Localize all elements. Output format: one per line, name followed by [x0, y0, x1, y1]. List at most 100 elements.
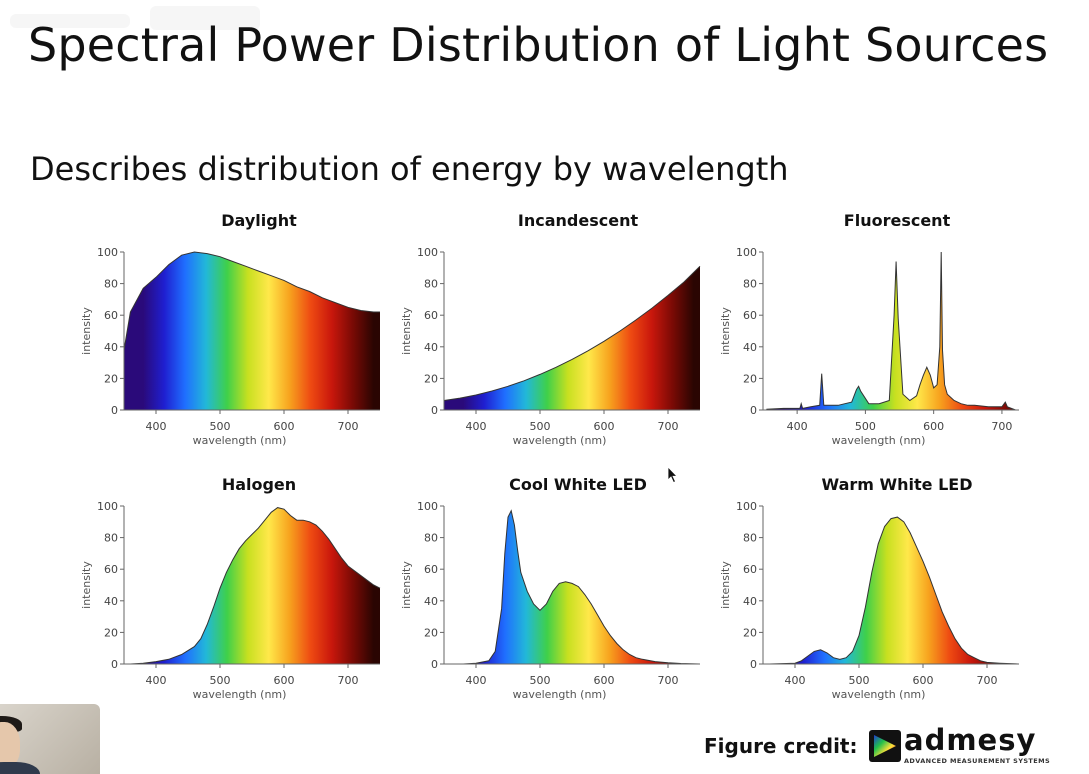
admesy-logo: admesy ADVANCED MEASUREMENT SYSTEMS — [868, 723, 1050, 767]
spectrum-line-halogen — [130, 507, 381, 665]
slide-subtitle: Describes distribution of energy by wave… — [30, 150, 789, 188]
x-tick-label: 500 — [210, 674, 231, 687]
x-tick-label: 700 — [991, 420, 1012, 433]
chart-incandescent: Incandescent 0 20 40 60 80 100 400 500 600 700 wave… — [400, 211, 701, 447]
admesy-logo-tagline: ADVANCED MEASUREMENT SYSTEMS — [904, 757, 1051, 765]
watermark-logo — [0, 0, 270, 42]
x-tick-label: 400 — [785, 674, 806, 687]
y-tick-label: 100 — [736, 500, 757, 513]
spectrum-area-incandescent — [444, 266, 700, 410]
y-tick-label: 40 — [104, 341, 118, 354]
x-tick-label: 600 — [913, 674, 934, 687]
y-tick-label: 0 — [750, 404, 757, 417]
x-tick-label: 500 — [530, 674, 551, 687]
chart-warm-white-led: Warm White LED 0 20 40 60 80 100 400 500 600 700 wa… — [719, 475, 1020, 701]
admesy-logo-icon — [869, 730, 901, 762]
x-tick-label: 700 — [977, 674, 998, 687]
x-tick-label: 700 — [338, 674, 359, 687]
y-axis-label-daylight: intensity — [80, 307, 93, 355]
spectrum-area-halogen — [130, 507, 380, 664]
y-tick-label: 0 — [111, 658, 118, 671]
y-tick-label: 80 — [424, 278, 438, 291]
x-tick-label: 600 — [594, 674, 615, 687]
y-tick-label: 20 — [743, 372, 757, 385]
webcam-overlay — [0, 704, 100, 774]
x-axis-label-warm-white-led: wavelength (nm) — [832, 688, 926, 701]
chart-daylight: Daylight 0 20 40 60 80 100 400 500 600 700 waveleng… — [80, 211, 380, 447]
chart-title-incandescent: Incandescent — [518, 211, 639, 230]
x-tick-label: 600 — [594, 420, 615, 433]
webcam-face — [0, 722, 20, 768]
mouse-cursor-icon — [667, 466, 678, 484]
spectrum-area-fluorescent — [766, 252, 1016, 410]
chart-title-daylight: Daylight — [221, 211, 297, 230]
x-tick-label: 400 — [146, 674, 167, 687]
chart-title-cool-white-led: Cool White LED — [509, 475, 647, 494]
figure-credit: Figure credit: — [704, 734, 858, 758]
y-tick-label: 60 — [104, 563, 118, 576]
chart-cool-white-led: Cool White LED 0 20 40 60 80 100 400 500 600 700 wa… — [400, 475, 701, 701]
y-tick-label: 100 — [97, 500, 118, 513]
spectrum-line-fluorescent — [766, 251, 1016, 411]
spectrum-line-warm-white-led — [769, 516, 1020, 665]
y-tick-label: 40 — [104, 595, 118, 608]
x-tick-label: 400 — [466, 420, 487, 433]
chart-title-fluorescent: Fluorescent — [844, 211, 951, 230]
admesy-logo-name: admesy — [904, 723, 1037, 757]
x-tick-label: 700 — [338, 420, 359, 433]
x-tick-label: 600 — [274, 420, 295, 433]
y-tick-label: 80 — [424, 532, 438, 545]
y-tick-label: 100 — [417, 246, 438, 259]
x-tick-label: 600 — [274, 674, 295, 687]
x-axis-label-daylight: wavelength (nm) — [193, 434, 287, 447]
y-tick-label: 0 — [431, 404, 438, 417]
x-tick-label: 400 — [787, 420, 808, 433]
chart-fluorescent: Fluorescent 0 20 40 60 80 100 400 500 600 700 wavel… — [719, 211, 1019, 447]
x-tick-label: 500 — [530, 420, 551, 433]
y-tick-label: 20 — [424, 626, 438, 639]
y-axis-label-warm-white-led: intensity — [719, 561, 732, 609]
y-tick-label: 0 — [111, 404, 118, 417]
y-tick-label: 40 — [743, 595, 757, 608]
x-axis-label-fluorescent: wavelength (nm) — [832, 434, 926, 447]
spectrum-area-daylight — [124, 252, 380, 410]
chart-halogen: Halogen 0 20 40 60 80 100 400 500 600 700 wavelengt… — [80, 475, 381, 701]
y-tick-label: 80 — [743, 532, 757, 545]
y-tick-label: 40 — [424, 341, 438, 354]
x-axis-label-incandescent: wavelength (nm) — [513, 434, 607, 447]
y-tick-label: 60 — [424, 309, 438, 322]
y-tick-label: 0 — [750, 658, 757, 671]
x-axis-label-cool-white-led: wavelength (nm) — [513, 688, 607, 701]
y-tick-label: 80 — [104, 278, 118, 291]
y-tick-label: 100 — [97, 246, 118, 259]
y-tick-label: 40 — [743, 341, 757, 354]
spectrum-line-incandescent — [443, 265, 701, 401]
y-tick-label: 0 — [431, 658, 438, 671]
chart-title-halogen: Halogen — [222, 475, 296, 494]
y-tick-label: 100 — [736, 246, 757, 259]
x-axis-label-halogen: wavelength (nm) — [193, 688, 287, 701]
y-tick-label: 60 — [104, 309, 118, 322]
slide-title: Spectral Power Distribution of Light Sou… — [28, 18, 1049, 72]
y-axis-label-halogen: intensity — [80, 561, 93, 609]
x-tick-label: 500 — [849, 674, 870, 687]
y-axis-label-cool-white-led: intensity — [400, 561, 413, 609]
spectrum-line-daylight — [123, 251, 380, 351]
y-axis-label-fluorescent: intensity — [719, 307, 732, 355]
x-tick-label: 700 — [658, 420, 679, 433]
x-tick-label: 400 — [146, 420, 167, 433]
x-tick-label: 600 — [923, 420, 944, 433]
x-tick-label: 500 — [210, 420, 231, 433]
y-tick-label: 80 — [104, 532, 118, 545]
spectrum-area-cool-white-led — [463, 510, 700, 664]
y-tick-label: 20 — [424, 372, 438, 385]
x-tick-label: 700 — [658, 674, 679, 687]
x-tick-label: 400 — [466, 674, 487, 687]
watermark-graphic — [10, 6, 260, 30]
y-tick-label: 60 — [743, 563, 757, 576]
y-tick-label: 20 — [104, 372, 118, 385]
y-tick-label: 60 — [743, 309, 757, 322]
chart-title-warm-white-led: Warm White LED — [821, 475, 972, 494]
